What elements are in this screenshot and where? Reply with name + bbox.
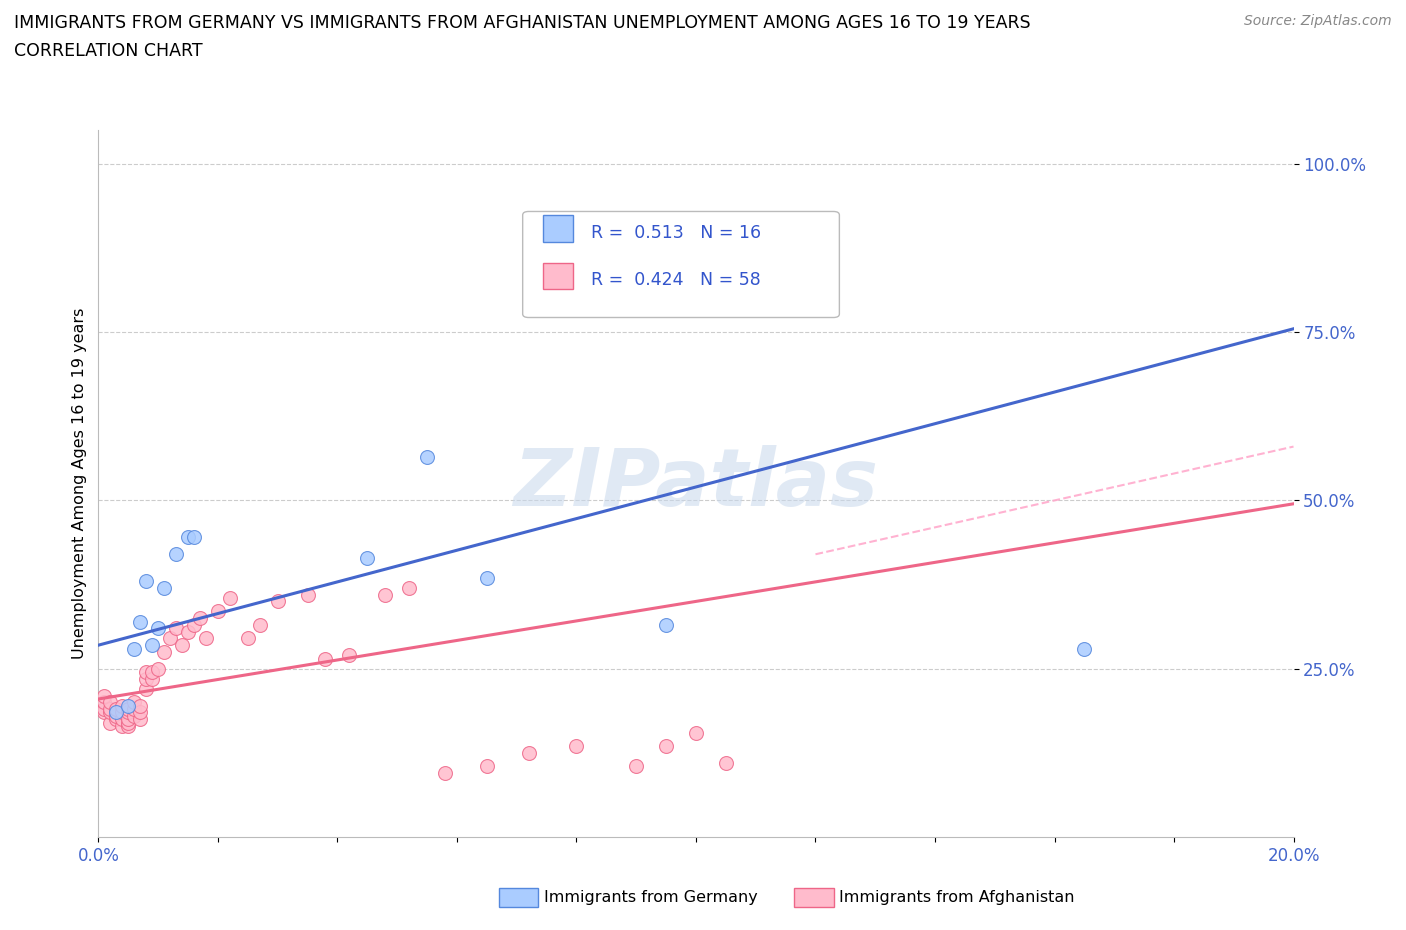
Point — [434, 765, 457, 780]
Point — [374, 587, 396, 602]
Point — [267, 594, 290, 609]
Point — [117, 711, 139, 726]
Point — [148, 621, 170, 636]
Point — [714, 755, 737, 770]
Point — [249, 618, 271, 632]
Point — [124, 641, 146, 656]
Point — [98, 715, 122, 730]
Point — [475, 570, 498, 585]
Point — [93, 695, 115, 710]
Point — [117, 705, 139, 720]
Point — [135, 682, 157, 697]
Point — [111, 711, 134, 726]
FancyBboxPatch shape — [543, 216, 572, 242]
Point — [105, 701, 128, 716]
Point — [111, 705, 134, 720]
Point — [356, 551, 378, 565]
Point — [93, 705, 115, 720]
Point — [111, 698, 134, 713]
Point — [98, 705, 122, 720]
Point — [141, 665, 163, 680]
Point — [105, 709, 128, 724]
Point — [416, 449, 439, 464]
Point — [117, 719, 139, 734]
Point — [124, 695, 146, 710]
Point — [655, 738, 678, 753]
Point — [98, 695, 122, 710]
Point — [129, 614, 152, 629]
Point — [339, 648, 360, 663]
Text: Source: ZipAtlas.com: Source: ZipAtlas.com — [1244, 14, 1392, 28]
Point — [117, 698, 139, 713]
Point — [565, 738, 588, 753]
Point — [219, 591, 242, 605]
Point — [153, 580, 176, 595]
Point — [129, 711, 152, 726]
Point — [93, 701, 115, 716]
Text: IMMIGRANTS FROM GERMANY VS IMMIGRANTS FROM AFGHANISTAN UNEMPLOYMENT AMONG AGES 1: IMMIGRANTS FROM GERMANY VS IMMIGRANTS FR… — [14, 14, 1031, 32]
Point — [177, 530, 200, 545]
FancyBboxPatch shape — [523, 211, 839, 317]
Point — [165, 621, 187, 636]
Point — [105, 705, 128, 720]
Point — [141, 671, 163, 686]
Point — [153, 644, 176, 659]
Point — [685, 725, 707, 740]
Point — [398, 580, 420, 595]
Y-axis label: Unemployment Among Ages 16 to 19 years: Unemployment Among Ages 16 to 19 years — [72, 308, 87, 659]
Point — [655, 618, 678, 632]
Text: Immigrants from Germany: Immigrants from Germany — [544, 890, 758, 905]
Point — [141, 638, 163, 653]
Point — [188, 611, 211, 626]
Point — [135, 665, 157, 680]
Text: Immigrants from Afghanistan: Immigrants from Afghanistan — [839, 890, 1074, 905]
Point — [129, 698, 152, 713]
Point — [98, 701, 122, 716]
Point — [624, 759, 647, 774]
Point — [135, 671, 157, 686]
FancyBboxPatch shape — [543, 263, 572, 289]
Point — [1073, 641, 1095, 656]
Point — [315, 651, 337, 666]
Point — [183, 530, 205, 545]
Point — [135, 574, 157, 589]
Point — [183, 618, 205, 632]
Point — [517, 746, 540, 761]
Point — [207, 604, 229, 619]
Text: ZIPatlas: ZIPatlas — [513, 445, 879, 523]
Text: R =  0.424   N = 58: R = 0.424 N = 58 — [591, 271, 761, 289]
Point — [105, 711, 128, 726]
Text: CORRELATION CHART: CORRELATION CHART — [14, 42, 202, 60]
Point — [475, 759, 498, 774]
Point — [124, 709, 146, 724]
Point — [129, 705, 152, 720]
Point — [297, 587, 319, 602]
Point — [117, 715, 139, 730]
Point — [177, 624, 200, 639]
Point — [159, 631, 181, 645]
Point — [111, 719, 134, 734]
Point — [93, 688, 115, 703]
Text: R =  0.513   N = 16: R = 0.513 N = 16 — [591, 224, 761, 242]
Point — [165, 547, 187, 562]
Point — [124, 701, 146, 716]
Point — [194, 631, 218, 645]
Point — [117, 701, 139, 716]
Point — [236, 631, 259, 645]
Point — [172, 638, 194, 653]
Point — [148, 661, 170, 676]
